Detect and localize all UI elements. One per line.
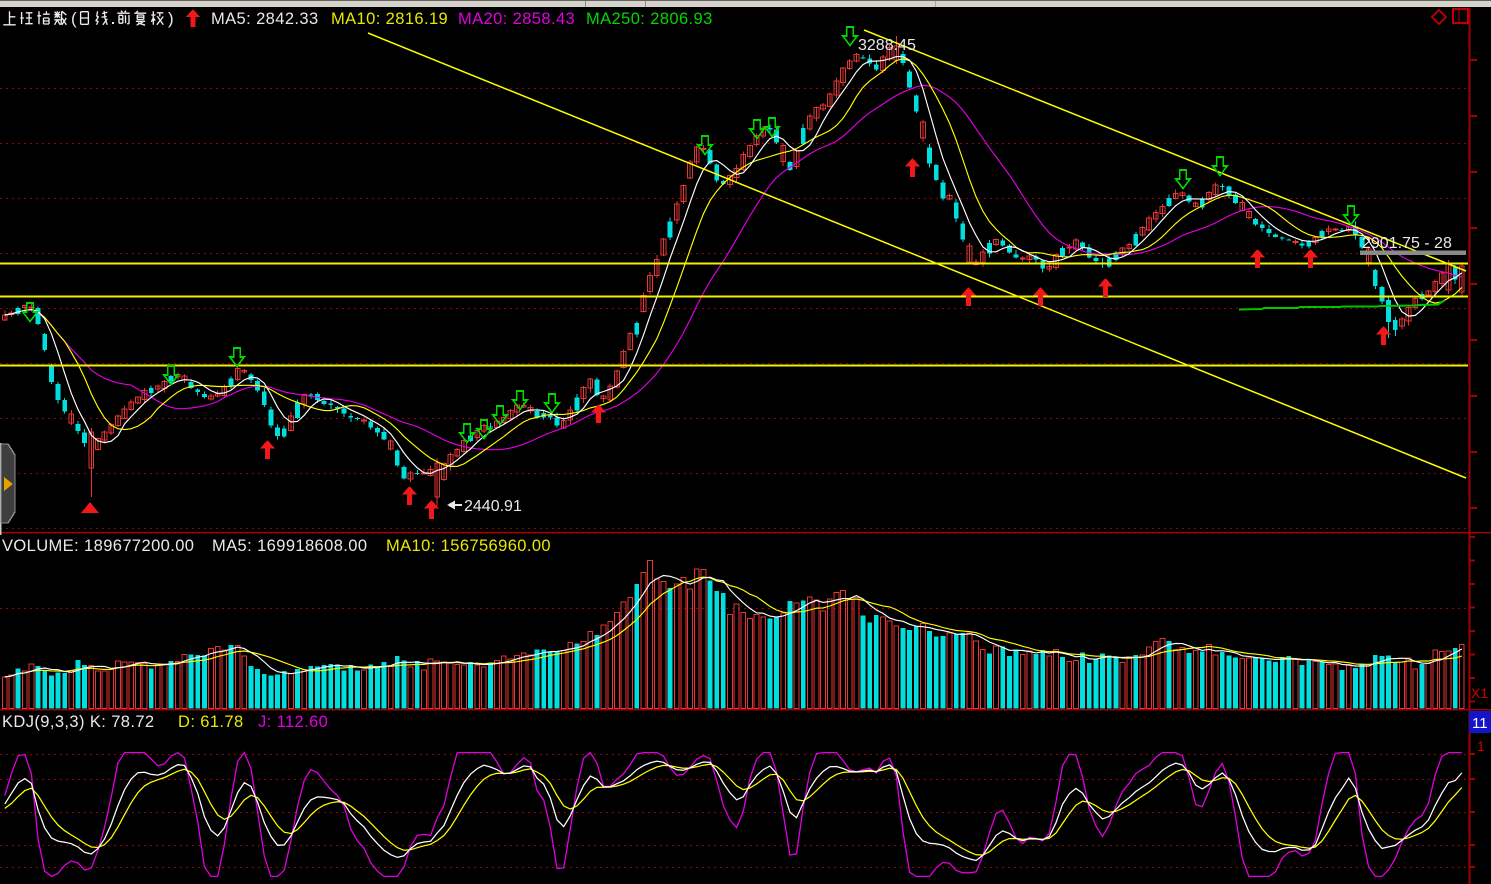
svg-text:KDJ(9,3,3) K: 78.72: KDJ(9,3,3) K: 78.72 [2, 713, 155, 731]
svg-text:11: 11 [1472, 715, 1488, 732]
svg-text:MA250: 2806.93: MA250: 2806.93 [586, 10, 713, 28]
svg-text:MA10: 156756960.00: MA10: 156756960.00 [386, 537, 551, 555]
svg-text:2440.91: 2440.91 [464, 498, 522, 515]
svg-text:MA20: 2858.43: MA20: 2858.43 [458, 10, 575, 28]
svg-text:(: ( [71, 9, 77, 28]
svg-text:D: 61.78: D: 61.78 [178, 713, 244, 731]
svg-text:2901.75 - 28: 2901.75 - 28 [1362, 235, 1452, 252]
svg-text:J: 112.60: J: 112.60 [258, 713, 328, 731]
svg-text:3288.45: 3288.45 [858, 37, 916, 54]
svg-text:MA5: 2842.33: MA5: 2842.33 [211, 10, 319, 28]
svg-text:MA10: 2816.19: MA10: 2816.19 [331, 10, 448, 28]
svg-text:): ) [168, 9, 174, 28]
svg-text:VOLUME: 189677200.00: VOLUME: 189677200.00 [2, 537, 194, 555]
svg-text:X1: X1 [1471, 685, 1488, 701]
svg-text:1: 1 [1477, 738, 1485, 754]
svg-text:MA5: 169918608.00: MA5: 169918608.00 [212, 537, 367, 555]
